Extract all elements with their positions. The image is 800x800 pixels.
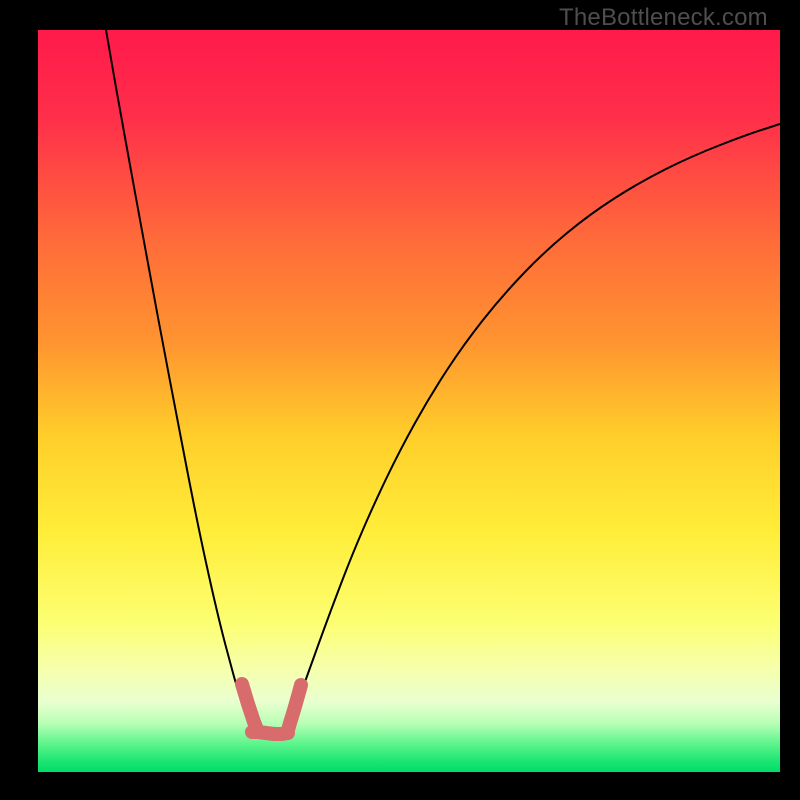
curve-right-branch [292, 124, 780, 719]
curve-left-branch [106, 30, 249, 719]
plot-frame [38, 30, 780, 772]
marker-segment-2 [288, 685, 301, 730]
marker-segment-0 [242, 684, 256, 727]
curve-layer [38, 30, 780, 772]
marker-overlay [242, 684, 301, 734]
chart-container: TheBottleneck.com [0, 0, 800, 800]
watermark-text: TheBottleneck.com [559, 4, 768, 32]
